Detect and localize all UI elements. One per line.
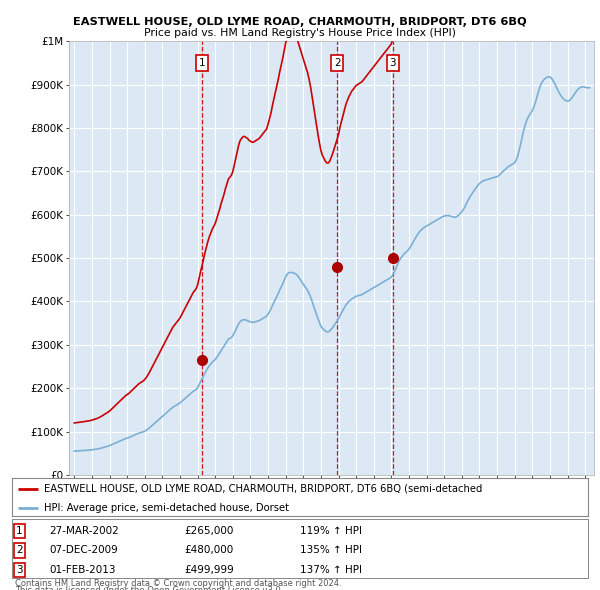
Text: 1: 1 (16, 526, 23, 536)
Text: 1: 1 (199, 58, 205, 68)
Text: Contains HM Land Registry data © Crown copyright and database right 2024.: Contains HM Land Registry data © Crown c… (15, 579, 341, 588)
Text: 2: 2 (16, 546, 23, 555)
Text: 07-DEC-2009: 07-DEC-2009 (49, 546, 118, 555)
Text: 3: 3 (389, 58, 396, 68)
Text: EASTWELL HOUSE, OLD LYME ROAD, CHARMOUTH, BRIDPORT, DT6 6BQ (semi-detached: EASTWELL HOUSE, OLD LYME ROAD, CHARMOUTH… (44, 484, 482, 494)
Text: £499,999: £499,999 (185, 565, 235, 575)
Text: £480,000: £480,000 (185, 546, 234, 555)
Text: 27-MAR-2002: 27-MAR-2002 (49, 526, 119, 536)
Text: 3: 3 (16, 565, 23, 575)
Text: 2: 2 (334, 58, 340, 68)
Text: This data is licensed under the Open Government Licence v3.0.: This data is licensed under the Open Gov… (15, 586, 283, 590)
Text: 137% ↑ HPI: 137% ↑ HPI (300, 565, 362, 575)
Text: 119% ↑ HPI: 119% ↑ HPI (300, 526, 362, 536)
Text: Price paid vs. HM Land Registry's House Price Index (HPI): Price paid vs. HM Land Registry's House … (144, 28, 456, 38)
Text: £265,000: £265,000 (185, 526, 234, 536)
Text: 135% ↑ HPI: 135% ↑ HPI (300, 546, 362, 555)
Text: HPI: Average price, semi-detached house, Dorset: HPI: Average price, semi-detached house,… (44, 503, 289, 513)
Text: 01-FEB-2013: 01-FEB-2013 (49, 565, 116, 575)
Text: EASTWELL HOUSE, OLD LYME ROAD, CHARMOUTH, BRIDPORT, DT6 6BQ: EASTWELL HOUSE, OLD LYME ROAD, CHARMOUTH… (73, 17, 527, 27)
